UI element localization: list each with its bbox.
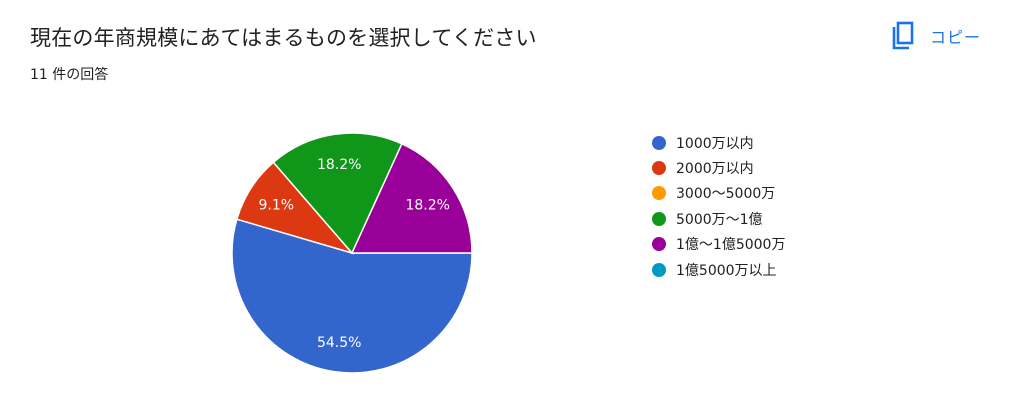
pie-slice-label-0: 54.5% [317, 335, 361, 351]
chart-legend: 1000万以内 2000万以内 3000〜5000万 5000万〜1億 1億〜1億500… [652, 130, 785, 282]
legend-swatch-1 [652, 161, 666, 176]
response-count: 11 件の回答 [30, 67, 109, 83]
pie-slice-label-1: 9.1% [258, 197, 294, 213]
legend-swatch-4 [652, 237, 666, 252]
legend-swatch-3 [652, 211, 666, 226]
pie-slice-4[interactable] [350, 142, 473, 254]
legend-label-1: 2000万以内 [676, 161, 754, 178]
legend-label-5: 1億5000万以上 [676, 262, 777, 279]
legend-item-1: 2000万以内 [652, 155, 785, 180]
legend-label-4: 1億〜1億5000万 [676, 237, 786, 254]
copy-label: コピー [930, 28, 982, 47]
legend-swatch-0 [652, 135, 666, 150]
question-title: 現在の年商規模にあてはまるものを選択してください [30, 26, 537, 50]
legend-label-0: 1000万以内 [676, 135, 754, 152]
legend-item-3: 5000万〜1億 [652, 206, 785, 231]
copy-button[interactable]: コピー [890, 16, 981, 56]
pie-slice-3[interactable] [272, 132, 403, 255]
legend-swatch-2 [652, 186, 666, 201]
pie-slice-label-3: 18.2% [317, 157, 361, 173]
pie-slice-label-4: 18.2% [405, 197, 449, 213]
legend-item-4: 1億〜1億5000万 [652, 232, 785, 257]
legend-label-3: 5000万〜1億 [676, 211, 763, 228]
legend-item-5: 1億5000万以上 [652, 257, 785, 282]
legend-item-0: 1000万以内 [652, 130, 785, 155]
pie-slice-0[interactable] [231, 218, 473, 374]
legend-swatch-5 [652, 262, 666, 277]
legend-item-2: 3000〜5000万 [652, 181, 785, 206]
copy-icon [892, 21, 914, 50]
legend-label-2: 3000〜5000万 [676, 186, 776, 203]
